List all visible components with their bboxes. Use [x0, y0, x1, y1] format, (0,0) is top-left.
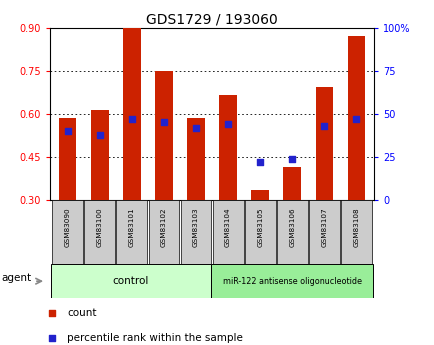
Bar	[84, 200, 115, 264]
Bar	[340, 200, 371, 264]
Point	[288, 156, 295, 161]
Text: GSM83103: GSM83103	[193, 208, 199, 247]
Text: GSM83105: GSM83105	[256, 208, 263, 247]
Point	[192, 125, 199, 130]
Bar	[244, 200, 275, 264]
Text: GSM83108: GSM83108	[353, 208, 358, 247]
Text: GSM83101: GSM83101	[128, 208, 135, 247]
Bar	[123, 28, 140, 200]
Point	[160, 120, 167, 125]
Text: GSM83100: GSM83100	[96, 208, 102, 247]
Point	[320, 123, 327, 129]
Point	[96, 132, 103, 137]
Point	[224, 121, 231, 127]
Bar	[59, 118, 76, 200]
Text: miR-122 antisense oligonucleotide: miR-122 antisense oligonucleotide	[222, 277, 361, 286]
Point	[64, 128, 71, 134]
Bar	[276, 200, 307, 264]
Text: GSM83090: GSM83090	[65, 208, 70, 247]
Bar	[251, 190, 268, 200]
Text: control: control	[112, 276, 149, 286]
Point	[256, 159, 263, 165]
Bar	[91, 109, 108, 200]
Title: GDS1729 / 193060: GDS1729 / 193060	[146, 12, 277, 27]
Bar	[148, 200, 179, 264]
Bar	[219, 95, 237, 200]
Bar	[347, 36, 365, 200]
Bar	[283, 167, 300, 200]
Point	[352, 116, 359, 122]
Text: GSM83102: GSM83102	[161, 208, 167, 247]
Bar	[50, 264, 210, 298]
Bar	[180, 200, 211, 264]
Bar	[187, 118, 204, 200]
Text: GSM83107: GSM83107	[321, 208, 327, 247]
Text: GSM83104: GSM83104	[224, 208, 230, 247]
Text: GSM83106: GSM83106	[289, 208, 295, 247]
Bar	[315, 87, 332, 200]
Point	[48, 310, 55, 316]
Bar	[116, 200, 147, 264]
Bar	[210, 264, 373, 298]
Bar	[155, 71, 172, 200]
Bar	[308, 200, 339, 264]
Bar	[52, 200, 83, 264]
Text: percentile rank within the sample: percentile rank within the sample	[67, 333, 242, 343]
Point	[48, 335, 55, 341]
Point	[128, 116, 135, 122]
Text: count: count	[67, 308, 96, 318]
Bar	[212, 200, 243, 264]
Text: agent: agent	[1, 273, 31, 283]
